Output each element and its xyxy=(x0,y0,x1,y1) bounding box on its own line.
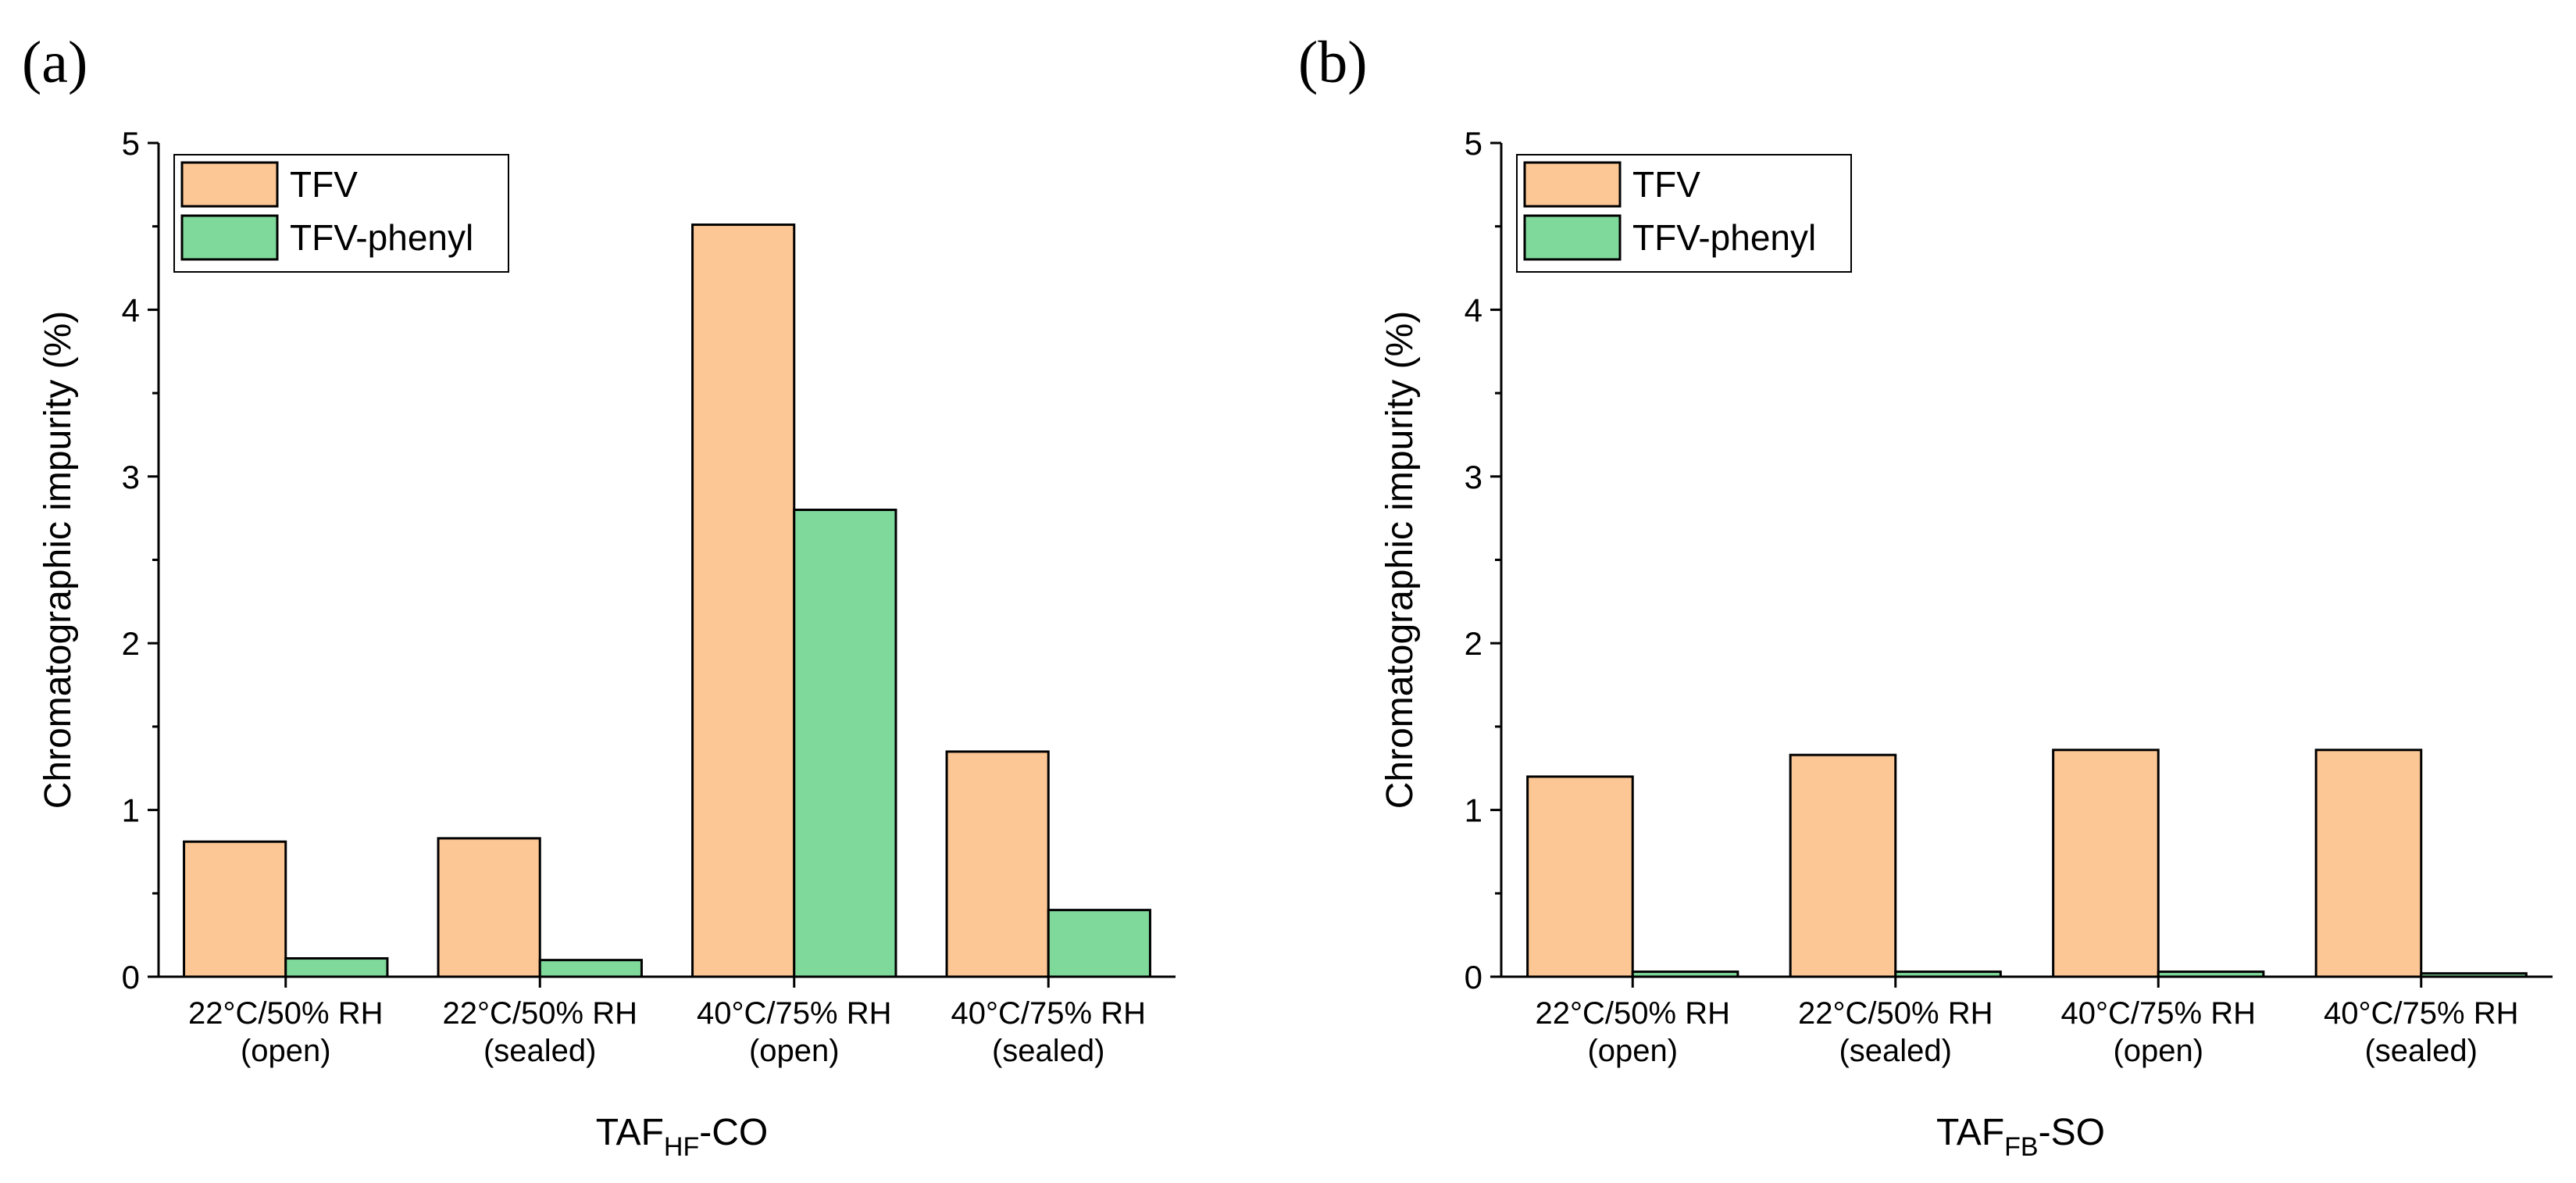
x-tick-label-line2: (open) xyxy=(2113,1034,2203,1068)
y-tick-label: 1 xyxy=(1465,792,1482,829)
x-tick-label-line2: (sealed) xyxy=(992,1034,1105,1068)
y-tick-label: 5 xyxy=(1465,125,1482,162)
y-tick-label: 2 xyxy=(1465,625,1482,662)
legend: TFV TFV-phenyl xyxy=(173,154,509,273)
x-axis-title-subscript: HF xyxy=(664,1132,699,1162)
x-axis-title: TAFFB-SO xyxy=(1936,1112,2105,1162)
y-tick-label: 3 xyxy=(1465,459,1482,495)
bar-tfv-phenyl-4 xyxy=(1047,909,1151,978)
x-tick-label-line1: 22°C/50% RH xyxy=(443,996,637,1031)
bar-tfv-3 xyxy=(2052,749,2160,978)
x-axis-title-subscript: FB xyxy=(2004,1132,2038,1162)
bar-tfv-1 xyxy=(1526,775,1634,978)
bar-tfv-3 xyxy=(691,223,796,978)
legend-swatch-tfv xyxy=(180,161,279,208)
bar-tfv-phenyl-1 xyxy=(284,957,389,978)
bar-tfv-1 xyxy=(183,840,287,978)
x-tick-label-line2: (open) xyxy=(1587,1034,1678,1068)
y-tick-label: 4 xyxy=(122,291,140,328)
x-axis-title-main: TAF xyxy=(1936,1112,2004,1153)
y-tick-label: 1 xyxy=(122,792,140,829)
bar-tfv-phenyl-3 xyxy=(793,508,897,978)
y-tick-label: 2 xyxy=(122,625,140,662)
x-tick-label-line2: (open) xyxy=(749,1034,840,1068)
chart-panel-a: (a)22°C/50% RH(open)22°C/50% RH(sealed)4… xyxy=(22,30,1176,1162)
x-axis-title: TAFHF-CO xyxy=(596,1112,768,1162)
y-axis-title: Chromatographic impurity (%) xyxy=(1379,311,1421,810)
bar-tfv-4 xyxy=(2314,749,2423,978)
bar-tfv-4 xyxy=(945,750,1050,978)
y-tick-label: 0 xyxy=(1465,959,1482,995)
x-tick-label-line1: 22°C/50% RH xyxy=(1798,996,1993,1031)
legend: TFV TFV-phenyl xyxy=(1516,154,1852,273)
x-axis-title-main: TAF xyxy=(596,1112,664,1153)
x-tick-label-line2: (sealed) xyxy=(483,1034,597,1068)
x-tick-label-line2: (sealed) xyxy=(1839,1034,1952,1068)
bar-tfv-2 xyxy=(1789,753,1897,978)
legend-swatch-tfv xyxy=(1523,161,1622,208)
legend-label: TFV xyxy=(290,164,358,205)
x-tick-label-line1: 40°C/75% RH xyxy=(697,996,891,1031)
legend-label: TFV-phenyl xyxy=(290,217,473,258)
y-tick-label: 4 xyxy=(1465,291,1482,328)
x-tick-label-line2: (sealed) xyxy=(2364,1034,2478,1068)
legend-swatch-tfv-phenyl xyxy=(180,214,279,261)
chart-panel-b: (b)22°C/50% RH(open)22°C/50% RH(sealed)4… xyxy=(1298,30,2553,1162)
x-tick-label-line1: 22°C/50% RH xyxy=(188,996,383,1031)
bar-tfv-phenyl-2 xyxy=(538,959,643,978)
x-tick-label-line1: 40°C/75% RH xyxy=(951,996,1146,1031)
panel-label: (a) xyxy=(22,30,87,95)
y-tick-label: 3 xyxy=(122,459,140,495)
bar-tfv-2 xyxy=(437,837,541,978)
panel-label: (b) xyxy=(1298,30,1368,95)
x-tick-label-line1: 40°C/75% RH xyxy=(2324,996,2518,1031)
legend-label: TFV xyxy=(1632,164,1700,205)
legend-swatch-tfv-phenyl xyxy=(1523,214,1622,261)
x-axis-title-suffix: -SO xyxy=(2039,1112,2105,1153)
y-tick-label: 5 xyxy=(122,125,140,162)
x-tick-label-line1: 22°C/50% RH xyxy=(1536,996,1730,1031)
y-tick-label: 0 xyxy=(122,959,140,995)
x-axis-title-suffix: -CO xyxy=(699,1112,768,1153)
x-tick-label-line1: 40°C/75% RH xyxy=(2061,996,2256,1031)
legend-label: TFV-phenyl xyxy=(1632,217,1816,258)
y-axis-title: Chromatographic impurity (%) xyxy=(37,311,79,810)
x-tick-label-line2: (open) xyxy=(241,1034,331,1068)
